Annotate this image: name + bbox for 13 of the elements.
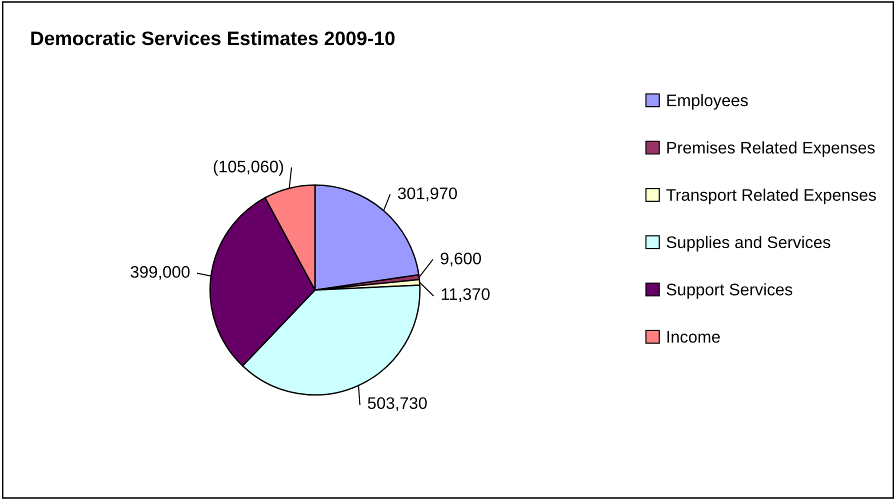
legend-label: Transport Related Expenses: [666, 188, 876, 204]
data-label: 399,000: [130, 266, 190, 280]
legend-label: Income: [667, 331, 720, 343]
chart-title: Democratic Services Estimates 2009-10: [31, 30, 395, 46]
legend-label: Premises Related Expenses: [667, 141, 875, 157]
data-label: 9,600: [440, 252, 481, 266]
data-label: 11,370: [442, 288, 490, 302]
data-label: 301,970: [398, 187, 457, 202]
legend-label: Support Services: [666, 283, 792, 299]
data-label: 503,730: [368, 397, 427, 411]
legend-label: Supplies and Services: [666, 236, 830, 252]
legend-label: Employees: [667, 94, 748, 110]
data-label: (105,060): [214, 160, 284, 176]
